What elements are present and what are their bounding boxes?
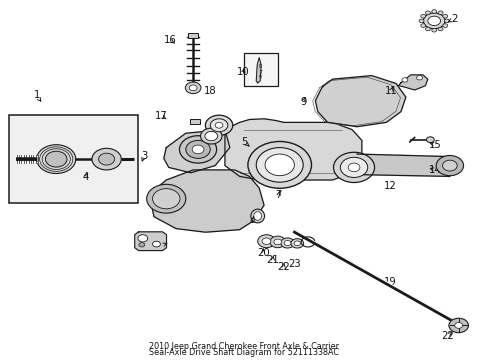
Circle shape xyxy=(423,13,444,29)
Ellipse shape xyxy=(250,209,264,223)
Circle shape xyxy=(284,240,290,246)
Circle shape xyxy=(448,318,468,333)
Circle shape xyxy=(256,148,303,182)
Circle shape xyxy=(294,241,300,246)
Circle shape xyxy=(454,323,462,328)
Circle shape xyxy=(185,140,210,158)
Text: R
T
V: R T V xyxy=(259,64,262,80)
Polygon shape xyxy=(134,232,166,251)
Text: 22: 22 xyxy=(277,262,289,272)
Circle shape xyxy=(426,137,433,143)
Circle shape xyxy=(333,152,374,183)
Circle shape xyxy=(420,24,425,27)
Circle shape xyxy=(146,184,185,213)
Text: 21: 21 xyxy=(266,255,279,265)
Circle shape xyxy=(444,19,448,23)
Circle shape xyxy=(138,235,147,242)
Polygon shape xyxy=(224,119,361,181)
Circle shape xyxy=(273,239,281,245)
Circle shape xyxy=(152,189,180,209)
Text: 19: 19 xyxy=(383,276,396,287)
Circle shape xyxy=(442,160,456,171)
Circle shape xyxy=(290,239,303,248)
Text: 1: 1 xyxy=(33,90,40,100)
Circle shape xyxy=(98,153,114,165)
Text: Seal-Axle Drive Shaft Diagram for 52111338AC: Seal-Axle Drive Shaft Diagram for 521113… xyxy=(149,348,339,357)
Circle shape xyxy=(262,238,270,244)
Circle shape xyxy=(189,85,197,91)
Text: 10: 10 xyxy=(237,67,249,77)
Text: 2010 Jeep Grand Cherokee Front Axle & Carrier: 2010 Jeep Grand Cherokee Front Axle & Ca… xyxy=(149,342,339,351)
Circle shape xyxy=(152,241,160,247)
Circle shape xyxy=(247,141,311,188)
Text: 17: 17 xyxy=(155,111,167,121)
Circle shape xyxy=(431,10,436,13)
Circle shape xyxy=(425,27,429,31)
Bar xyxy=(9,115,138,203)
Circle shape xyxy=(269,236,285,248)
Polygon shape xyxy=(256,58,261,83)
Circle shape xyxy=(139,243,144,247)
Circle shape xyxy=(92,148,121,170)
Circle shape xyxy=(427,16,440,26)
Circle shape xyxy=(45,151,67,167)
Text: 2: 2 xyxy=(450,14,457,24)
Text: 7: 7 xyxy=(275,190,282,200)
Bar xyxy=(189,119,199,124)
Circle shape xyxy=(179,136,216,163)
Circle shape xyxy=(215,122,223,128)
Bar xyxy=(243,53,277,86)
Ellipse shape xyxy=(253,212,261,220)
Polygon shape xyxy=(149,170,264,232)
Polygon shape xyxy=(351,154,454,176)
Polygon shape xyxy=(163,130,229,173)
Text: 14: 14 xyxy=(428,165,441,175)
Circle shape xyxy=(420,14,425,18)
Circle shape xyxy=(340,157,367,177)
Text: 12: 12 xyxy=(383,181,396,192)
Circle shape xyxy=(442,14,447,18)
Circle shape xyxy=(257,235,275,248)
Circle shape xyxy=(401,78,407,82)
Circle shape xyxy=(437,27,442,31)
Circle shape xyxy=(185,82,201,94)
Circle shape xyxy=(200,128,222,144)
Circle shape xyxy=(205,115,232,135)
Text: 11: 11 xyxy=(384,86,397,96)
Circle shape xyxy=(437,11,442,14)
Circle shape xyxy=(192,145,203,154)
Text: 3: 3 xyxy=(141,150,147,161)
Circle shape xyxy=(416,76,422,80)
Text: 9: 9 xyxy=(299,96,306,107)
Circle shape xyxy=(425,11,429,14)
Polygon shape xyxy=(398,75,427,90)
Circle shape xyxy=(418,19,423,23)
Text: 23: 23 xyxy=(287,258,300,269)
Text: 5: 5 xyxy=(241,137,247,147)
Circle shape xyxy=(264,154,294,176)
Circle shape xyxy=(431,28,436,32)
Circle shape xyxy=(442,24,447,27)
Circle shape xyxy=(347,163,359,172)
Circle shape xyxy=(37,145,76,174)
Circle shape xyxy=(280,238,294,248)
Bar xyxy=(188,33,198,38)
Circle shape xyxy=(204,131,217,141)
Text: 8: 8 xyxy=(249,215,255,225)
Circle shape xyxy=(210,119,227,132)
Text: 6: 6 xyxy=(158,240,164,251)
Text: 22: 22 xyxy=(440,330,453,341)
Text: 20: 20 xyxy=(256,248,269,258)
Circle shape xyxy=(435,156,463,176)
Text: 16: 16 xyxy=(163,35,176,45)
Text: 4: 4 xyxy=(82,172,88,182)
Text: 15: 15 xyxy=(428,140,441,150)
Text: 13: 13 xyxy=(345,174,358,184)
Text: 18: 18 xyxy=(203,86,216,96)
Polygon shape xyxy=(315,76,405,127)
